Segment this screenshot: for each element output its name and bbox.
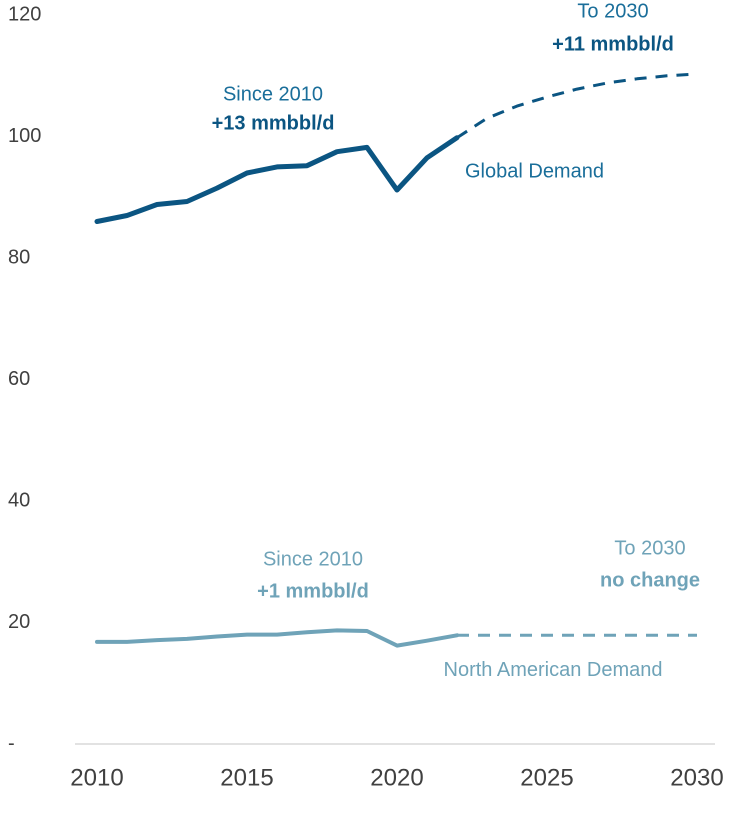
y-tick-label: - (8, 732, 15, 754)
annotation: To 2030 (614, 537, 685, 559)
x-tick-label: 2010 (70, 764, 123, 791)
annotation: +1 mmbbl/d (257, 580, 369, 602)
y-tick-label: 120 (8, 3, 41, 25)
annotation: +11 mmbbl/d (552, 33, 674, 55)
y-tick-label: 40 (8, 489, 30, 511)
x-tick-label: 2030 (670, 764, 723, 791)
x-tick-label: 2020 (370, 764, 423, 791)
projection-line (456, 72, 698, 139)
line (95, 628, 459, 648)
x-tick-label: 2025 (520, 764, 573, 791)
series-label: Global Demand (465, 160, 604, 182)
annotation: To 2030 (577, 0, 648, 22)
y-tick-label: 80 (8, 246, 30, 268)
annotation: +13 mmbbl/d (212, 112, 335, 134)
y-tick-label: 60 (8, 368, 30, 390)
annotation: no change (600, 569, 700, 591)
x-tick-label: 2015 (220, 764, 273, 791)
annotation: Since 2010 (223, 83, 323, 105)
line (94, 135, 460, 224)
annotation: Since 2010 (263, 548, 363, 570)
series-label: North American Demand (443, 659, 663, 681)
y-tick-label: 20 (8, 611, 30, 633)
y-tick-label: 100 (8, 125, 41, 147)
